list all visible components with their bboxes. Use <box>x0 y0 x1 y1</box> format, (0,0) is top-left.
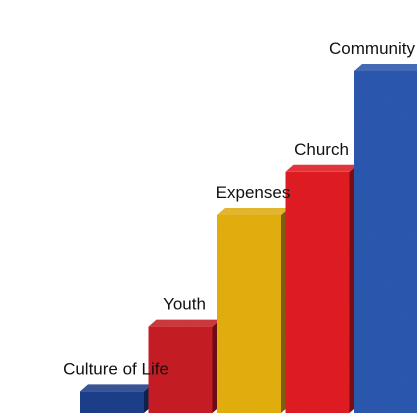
bar-label: Culture of Life <box>63 359 169 378</box>
bar-community <box>354 64 417 413</box>
bar-front-face <box>80 391 144 413</box>
bar-front-face <box>354 71 417 413</box>
bar-label: Church <box>294 140 349 159</box>
bars-group <box>80 64 417 413</box>
bar-top-face <box>285 164 358 172</box>
bar-expenses <box>217 208 289 413</box>
bar-top-face <box>148 319 221 327</box>
bar-culture-of-life <box>80 384 152 413</box>
bar-youth <box>148 319 221 413</box>
bar-top-face <box>217 208 289 215</box>
bar-label: Youth <box>163 295 206 314</box>
bar-front-face <box>148 326 213 413</box>
labels-group: Culture of Life Youth Expenses Church Commun… <box>63 39 415 378</box>
bar-front-face <box>285 171 350 413</box>
bar-top-face <box>80 384 152 392</box>
bar-top-face <box>354 64 417 71</box>
bar-label: Community <box>329 39 415 58</box>
bar-label: Expenses <box>216 183 291 202</box>
bar-church <box>285 164 358 413</box>
bar-front-face <box>217 215 281 413</box>
